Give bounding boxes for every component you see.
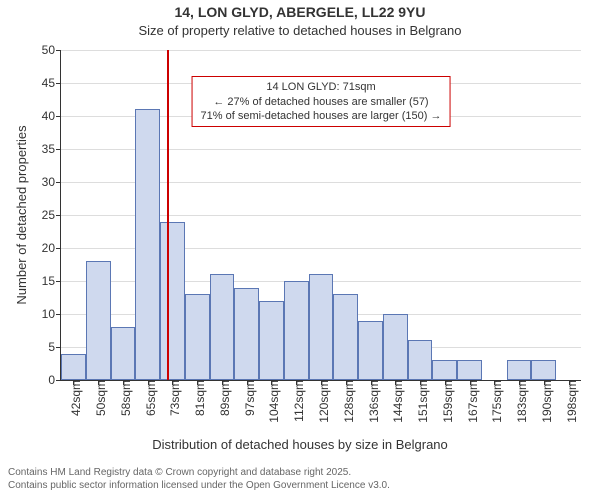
- histogram-bar: [333, 294, 358, 380]
- footnote-line1: Contains HM Land Registry data © Crown c…: [8, 467, 600, 480]
- plot-area: 0510152025303540455042sqm50sqm58sqm65sqm…: [60, 50, 581, 381]
- x-tick-label: 50sqm: [88, 380, 108, 416]
- histogram-bar: [234, 288, 259, 380]
- x-tick-label: 97sqm: [237, 380, 257, 416]
- footnotes: Contains HM Land Registry data © Crown c…: [0, 467, 600, 492]
- histogram-bar: [457, 360, 482, 380]
- x-tick-label: 128sqm: [336, 380, 356, 423]
- histogram-bar: [259, 301, 284, 380]
- x-tick-label: 65sqm: [138, 380, 158, 416]
- x-tick-label: 42sqm: [63, 380, 83, 416]
- histogram-bar: [86, 261, 111, 380]
- y-tick-label: 25: [42, 208, 61, 222]
- x-tick-label: 144sqm: [385, 380, 405, 423]
- x-tick-label: 198sqm: [559, 380, 579, 423]
- x-tick-label: 120sqm: [311, 380, 331, 423]
- y-tick-label: 30: [42, 175, 61, 189]
- x-tick-label: 159sqm: [435, 380, 455, 423]
- histogram-bar: [383, 314, 408, 380]
- x-tick-label: 73sqm: [162, 380, 182, 416]
- x-tick-label: 112sqm: [286, 380, 306, 422]
- x-tick-label: 104sqm: [261, 380, 281, 423]
- title-line2: Size of property relative to detached ho…: [0, 23, 600, 38]
- y-tick-label: 10: [42, 307, 61, 321]
- footnote-line2: Contains public sector information licen…: [8, 480, 600, 493]
- x-tick-label: 58sqm: [113, 380, 133, 416]
- chart-wrapper: 14, LON GLYD, ABERGELE, LL22 9YU Size of…: [0, 0, 600, 500]
- y-tick-label: 45: [42, 76, 61, 90]
- x-tick-label: 190sqm: [534, 380, 554, 423]
- x-tick-label: 136sqm: [361, 380, 381, 423]
- title-line1: 14, LON GLYD, ABERGELE, LL22 9YU: [0, 4, 600, 20]
- histogram-bar: [358, 321, 383, 380]
- histogram-bar: [432, 360, 457, 380]
- y-tick-label: 5: [48, 340, 61, 354]
- annotation-line-2: 71% of semi-detached houses are larger (…: [201, 109, 442, 123]
- histogram-bar: [210, 274, 235, 380]
- histogram-bar: [531, 360, 556, 380]
- x-tick-label: 81sqm: [187, 380, 207, 416]
- x-tick-label: 151sqm: [410, 380, 430, 423]
- y-tick-label: 35: [42, 142, 61, 156]
- y-axis-label: Number of detached properties: [14, 125, 29, 304]
- x-tick-label: 183sqm: [509, 380, 529, 423]
- x-tick-label: 175sqm: [484, 380, 504, 423]
- x-axis-label: Distribution of detached houses by size …: [0, 437, 600, 452]
- y-tick-label: 15: [42, 274, 61, 288]
- histogram-bar: [185, 294, 210, 380]
- histogram-bar: [160, 222, 185, 380]
- y-tick-label: 40: [42, 109, 61, 123]
- histogram-bar: [61, 354, 86, 380]
- histogram-bar: [507, 360, 532, 380]
- histogram-bar: [408, 340, 433, 380]
- y-tick-label: 20: [42, 241, 61, 255]
- histogram-bar: [135, 109, 160, 380]
- y-tick-label: 0: [48, 373, 61, 387]
- y-tick-label: 50: [42, 43, 61, 57]
- histogram-bar: [309, 274, 334, 380]
- annotation-box: 14 LON GLYD: 71sqm← 27% of detached hous…: [192, 76, 451, 127]
- highlight-line: [167, 50, 169, 380]
- annotation-line-0: 14 LON GLYD: 71sqm: [201, 80, 442, 94]
- histogram-bar: [284, 281, 309, 380]
- histogram-bar: [111, 327, 136, 380]
- x-tick-label: 89sqm: [212, 380, 232, 416]
- x-tick-label: 167sqm: [460, 380, 480, 423]
- annotation-line-1: ← 27% of detached houses are smaller (57…: [201, 95, 442, 109]
